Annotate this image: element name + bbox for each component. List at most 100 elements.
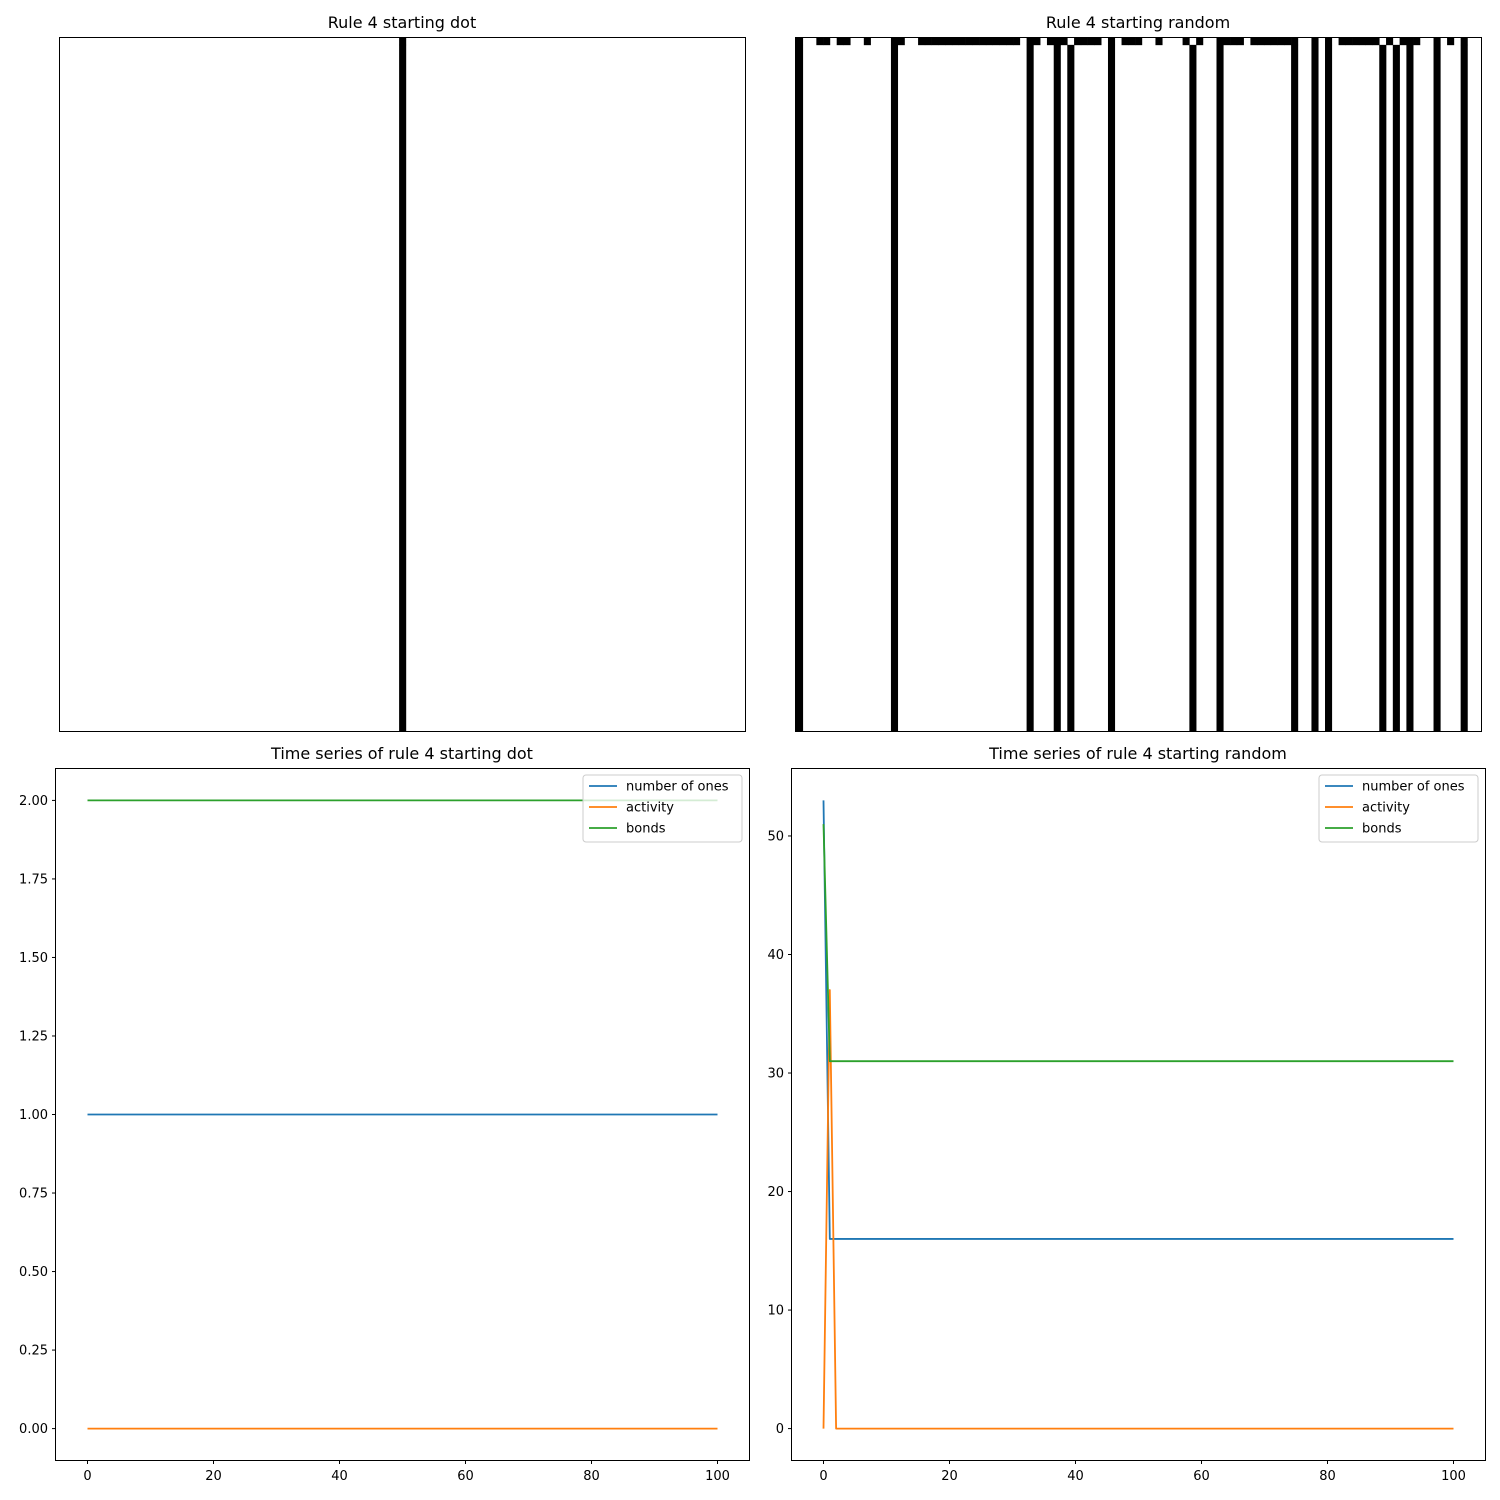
panel-title-timeseries-random: Time series of rule 4 starting random [988,744,1287,763]
legend-random: number of ones activity bonds [1318,774,1479,843]
x-tick-label: 100 [1441,1469,1466,1484]
ca-cell-initial [1406,38,1414,46]
ca-cell-initial [1345,38,1353,46]
ca-stable-column [1406,44,1414,731]
legend-box [1318,774,1479,843]
ca-cell-initial [1386,38,1394,46]
series-line-bonds [822,824,1454,1063]
ca-cell-initial [843,38,851,46]
x-tick-label: 20 [205,1469,222,1484]
ca-stable-column [890,44,899,731]
ca-cell-initial [985,38,993,46]
ca-cell-initial [1087,38,1095,46]
ca-cell-initial [816,38,824,46]
y-axis-random: 0 10 20 30 40 50 [767,829,792,1437]
ca-cell-initial [999,38,1007,46]
ca-cell-initial [1352,38,1360,46]
x-tick-label: 20 [941,1469,958,1484]
ca-stable-column [1216,44,1224,731]
ca-cell-initial [1080,38,1088,46]
panel-title-random: Rule 4 starting random [1046,13,1230,32]
ca-stable-column [1325,44,1333,731]
ca-cell-initial [1460,38,1468,46]
y-tick-label: 1.75 [19,872,48,887]
ca-cell-initial [897,38,905,46]
y-tick-label: 50 [767,829,784,844]
ca-cell-initial [1013,38,1021,46]
ca-stable-column [796,44,804,731]
ca-cell-initial [931,38,939,46]
grid-frame-dot [59,37,746,732]
y-tick-label: 0.00 [19,1422,48,1437]
plot-frame-dot [55,768,750,1461]
x-tick-label: 80 [1319,1469,1336,1484]
ca-cell-initial [796,38,804,46]
y-tick-label: 0.25 [19,1344,48,1359]
ca-cell-initial [1263,38,1272,46]
x-tick-label: 80 [583,1469,600,1484]
ca-cell-initial [1121,38,1129,46]
grid-frame-random [795,37,1482,732]
y-tick-label: 1.00 [19,1108,48,1123]
ca-stable-column [1053,44,1061,731]
ca-stable-column [1433,44,1441,731]
ca-stable-column [1067,44,1075,731]
ca-cell-initial [1182,38,1190,46]
ca-cell-initial [1399,38,1407,46]
x-tick-label: 0 [83,1469,91,1484]
ca-cell-initial [1284,38,1292,46]
y-tick-label: 10 [767,1304,784,1319]
ca-cell-initial [1128,38,1136,46]
ca-stable-column [1107,44,1116,731]
ca-stable-column [1392,44,1400,731]
ca-cell-initial [1250,38,1258,46]
ca-cell-initial [1094,38,1102,46]
ca-cell-initial [1291,38,1299,46]
y-tick-label: 40 [767,948,784,963]
series-lines-random [822,800,1454,1430]
ca-cell-initial [1311,38,1319,46]
ca-cell-initial [1338,38,1346,46]
x-tick-label: 60 [457,1469,474,1484]
ca-cell-initial [1033,38,1041,46]
ca-cell-initial [1447,38,1455,46]
legend-label: activity [1362,801,1410,816]
x-tick-label: 100 [705,1469,730,1484]
series-line-number-of-ones [822,800,1454,1240]
ca-cell-initial [1074,38,1082,46]
legend-label: number of ones [1362,780,1465,795]
y-axis-dot: 0.00 0.25 0.50 0.75 1.00 1.25 1.50 1.75 2.00 [19,794,56,1437]
legend-label: bonds [626,822,666,837]
ca-stable-column [399,44,407,731]
y-tick-label: 0 [776,1422,784,1437]
ca-stable-column [1311,44,1319,731]
legend-box [582,774,743,843]
y-tick-label: 0.50 [19,1265,48,1280]
ca-cell-initial [823,38,831,46]
ca-stable-column [1026,44,1034,731]
ca-cell-initial [1413,38,1421,46]
panel-title-timeseries-dot: Time series of rule 4 starting dot [270,744,533,763]
x-tick-label: 60 [1193,1469,1210,1484]
ca-cell-initial [1216,38,1224,46]
ca-cell-initial [1257,38,1265,46]
ca-cell-initial [1325,38,1333,46]
x-axis-random: 0 20 40 60 80 100 [819,1460,1466,1484]
ca-stable-column [1379,44,1387,731]
y-tick-label: 0.75 [19,1187,48,1202]
timeseries-panel-dot: Time series of rule 4 starting dot 0 20 40… [19,744,750,1484]
ca-cell-initial [1107,38,1116,46]
ca-cell-initial [1053,38,1061,46]
ca-cell-initial [924,38,932,46]
plot-frame-random [791,768,1486,1461]
ca-cell-initial [1270,38,1278,46]
series-line-activity [822,989,1454,1430]
ca-cell-initial [1372,38,1380,46]
series-lines-dot [87,799,718,1430]
ca-cell-initial [958,38,966,46]
x-tick-label: 0 [819,1469,827,1484]
ca-cell-initial [1046,38,1055,46]
ca-cell-initial [945,38,953,46]
ca-cell-initial [1155,38,1163,46]
